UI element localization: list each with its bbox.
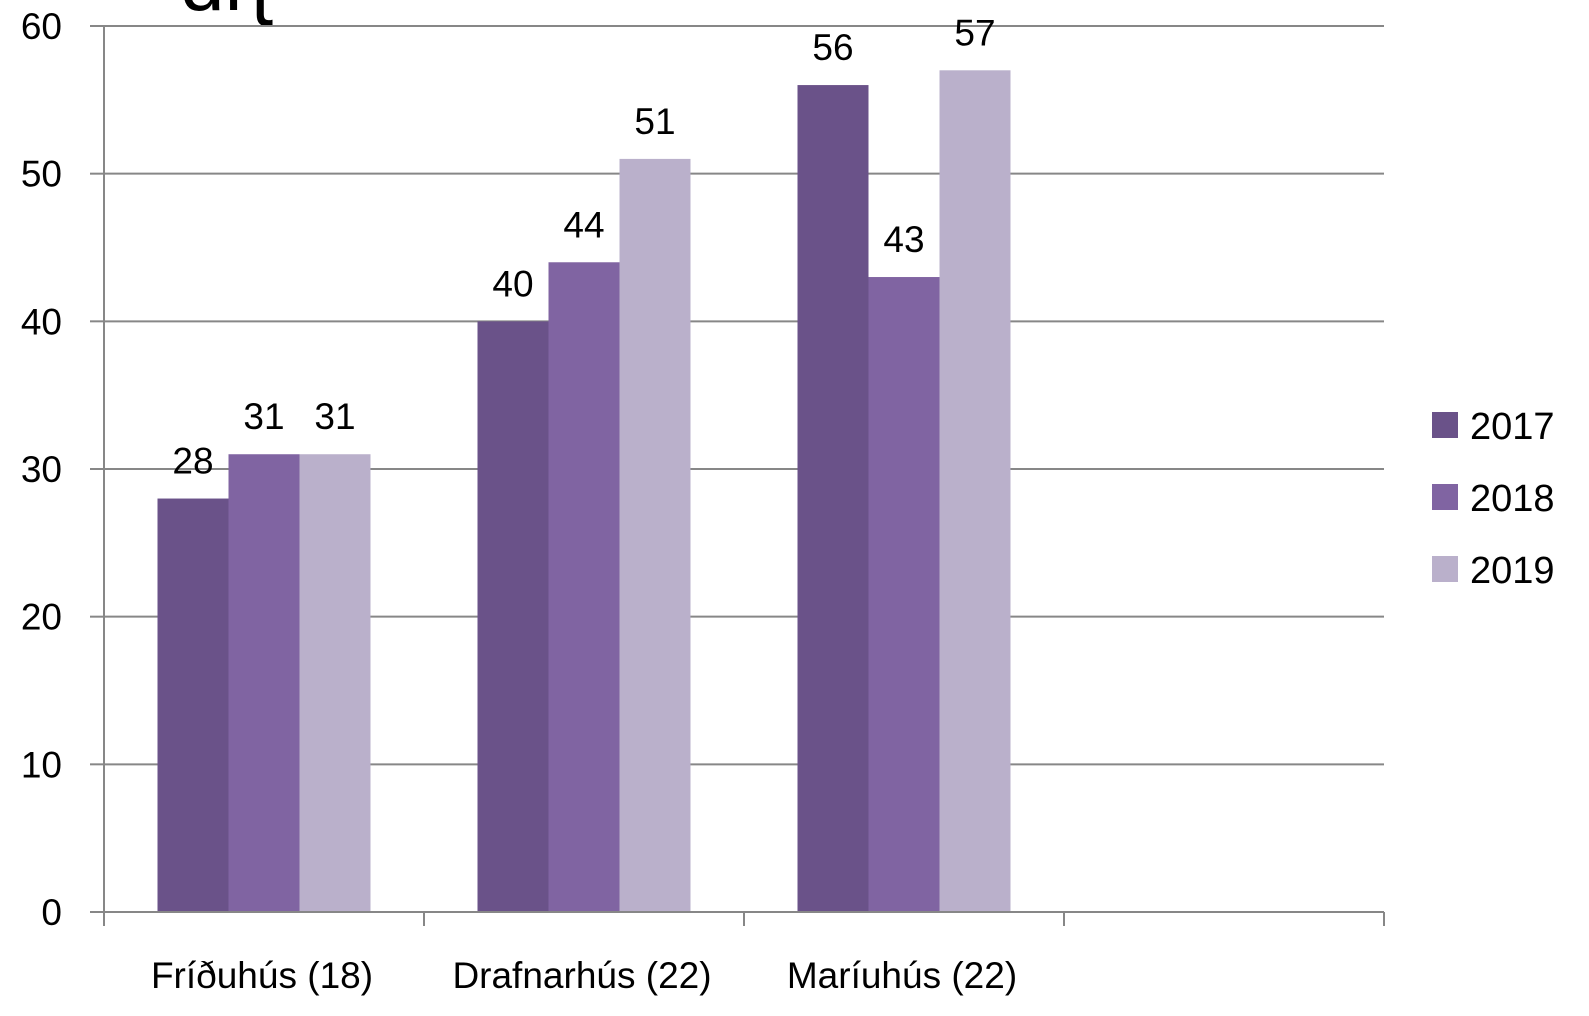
data-label: 31 (243, 396, 284, 437)
bar-2017 (157, 498, 229, 912)
data-label: 44 (563, 204, 604, 245)
data-label: 40 (492, 263, 533, 304)
chart-title-fragment: ɑɳ (180, 0, 273, 27)
y-tick-label: 60 (21, 6, 62, 47)
x-category-label: Drafnarhús (22) (452, 955, 711, 996)
y-tick-label: 50 (21, 154, 62, 195)
bar-2018 (228, 454, 300, 912)
y-tick-label: 30 (21, 449, 62, 490)
y-tick-label: 40 (21, 301, 62, 342)
data-label: 57 (954, 12, 995, 53)
bar-2017 (477, 321, 549, 912)
legend: 2017 2018 2019 (1432, 406, 1555, 592)
legend-label-2018: 2018 (1470, 478, 1555, 520)
legend-label-2019: 2019 (1470, 550, 1555, 592)
data-labels-layer: 28 31 31 40 44 51 56 43 57 (172, 12, 995, 481)
x-category-label: Maríuhús (22) (787, 955, 1017, 996)
bar-2018 (868, 277, 940, 912)
legend-label-2017: 2017 (1470, 406, 1555, 448)
data-label: 56 (812, 27, 853, 68)
legend-swatch-2018 (1432, 484, 1458, 510)
y-tick-label: 20 (21, 597, 62, 638)
axes-layer: 0 10 20 30 40 50 60 Fríðuhús (18) Drafnarhús (22… (21, 6, 1385, 996)
title-layer: ɑɳ (180, 0, 273, 27)
legend-swatch-2017 (1432, 412, 1458, 438)
bars-layer (157, 70, 1011, 913)
y-tick-label: 10 (21, 744, 62, 785)
bar-2019 (939, 70, 1011, 913)
bar-2017 (797, 85, 869, 913)
legend-swatch-2019 (1432, 556, 1458, 582)
data-label: 51 (634, 101, 675, 142)
x-category-label: Fríðuhús (18) (151, 955, 373, 996)
y-tick-label: 0 (41, 892, 62, 933)
data-label: 43 (883, 219, 924, 260)
data-label: 28 (172, 441, 213, 482)
bar-2019 (619, 158, 691, 912)
bar-2018 (548, 262, 620, 912)
bar-2019 (299, 454, 371, 912)
data-label: 31 (314, 396, 355, 437)
